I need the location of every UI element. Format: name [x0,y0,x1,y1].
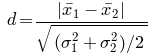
Text: $d = \dfrac{|\bar{x}_1 - \bar{x}_2|}{\sqrt{(\sigma_1^2 + \sigma_2^2)/2}}$: $d = \dfrac{|\bar{x}_1 - \bar{x}_2|}{\sq… [6,1,148,55]
